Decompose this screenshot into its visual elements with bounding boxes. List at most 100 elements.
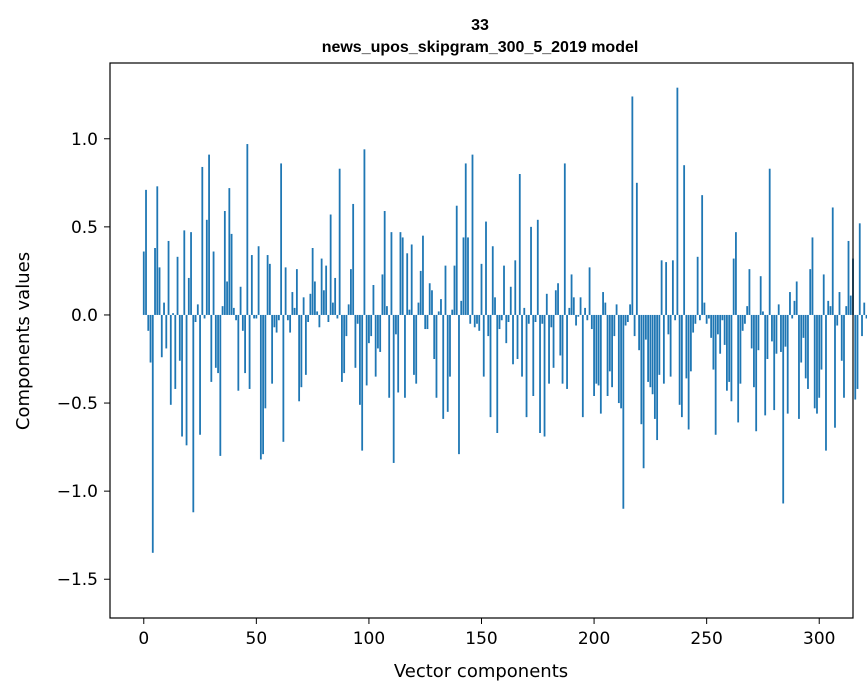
bar-182 [552,314,555,368]
bar-281 [775,314,778,354]
bar-225 [649,314,652,388]
bar-213 [622,314,625,509]
bar-28 [205,219,208,315]
bar-114 [399,232,402,315]
bar-79 [320,258,323,315]
bar-269 [748,269,751,315]
bar-136 [449,314,451,377]
bar-143 [464,163,467,315]
bar-152 [485,221,487,315]
bar-107 [383,211,386,315]
bar-146 [471,154,474,315]
bar-12 [169,314,172,405]
bar-135 [446,314,449,412]
bar-183 [554,290,557,315]
bar-162 [507,314,510,322]
bar-171 [527,314,530,324]
bar-132 [440,299,442,315]
bar-243 [689,314,692,372]
bar-284 [782,314,785,504]
bar-272 [755,314,758,432]
bar-39 [230,233,233,315]
bar-221 [640,314,643,425]
bar-244 [692,314,695,333]
bar-109 [388,314,391,398]
y-tick-label-2: −0.5 [57,394,98,414]
bar-217 [631,96,634,315]
bar-47 [248,314,251,389]
bar-62 [282,314,285,442]
bar-300 [818,314,821,398]
bar-270 [750,314,753,349]
bar-255 [717,314,719,335]
bar-286 [786,314,789,414]
bar-3 [149,314,152,363]
bar-167 [518,174,521,315]
bar-189 [568,307,571,315]
bar-303 [825,314,827,451]
bar-318 [858,223,861,315]
bar-108 [386,306,388,315]
bar-42 [237,314,240,391]
bar-214 [624,314,627,326]
bar-66 [291,292,294,315]
bar-131 [437,311,440,315]
bar-17 [181,314,183,437]
bar-142 [462,237,465,315]
bar-230 [660,260,663,315]
bar-295 [807,314,809,389]
bar-257 [721,314,724,321]
bar-296 [809,269,812,315]
bar-254 [714,314,717,435]
bar-212 [620,314,622,409]
bar-51 [257,246,260,315]
bar-207 [608,314,611,372]
bar-199 [590,314,593,330]
bar-145 [469,314,472,324]
bar-193 [577,314,580,317]
bar-204 [602,292,604,315]
bar-63 [284,267,287,315]
bar-67 [293,307,296,315]
bar-240 [683,165,686,315]
bar-299 [816,314,818,414]
bar-260 [728,314,731,382]
bar-209 [613,314,616,337]
bar-140 [458,314,460,455]
bar-43 [239,286,242,315]
bar-261 [730,314,733,402]
bar-127 [428,283,431,315]
x-tick-label-250: 250 [690,629,722,649]
bar-179 [545,293,548,315]
bar-314 [849,295,852,315]
bar-57 [271,314,274,384]
bar-95 [356,314,359,324]
bar-139 [455,205,458,315]
bar-70 [300,314,303,388]
bar-90 [345,314,348,337]
bar-234 [669,314,672,377]
bar-259 [726,314,728,391]
bar-124 [422,235,424,315]
bar-276 [764,314,767,416]
bar-75 [311,248,314,315]
bar-72 [304,314,307,375]
bar-267 [744,314,746,324]
bar-110 [390,232,393,315]
bar-266 [741,314,744,331]
bar-5 [154,248,156,315]
bar-274 [759,276,762,315]
bar-119 [410,244,413,315]
bar-144 [467,237,469,315]
y-axis-label: Components values [13,252,34,430]
bar-280 [773,314,776,411]
bar-74 [309,293,312,315]
bar-50 [255,314,258,319]
bar-195 [581,314,584,418]
bar-20 [187,277,190,315]
bar-168 [521,314,523,377]
bar-297 [811,237,814,315]
bar-81 [325,265,328,315]
bar-293 [802,314,805,338]
bar-302 [822,274,825,315]
